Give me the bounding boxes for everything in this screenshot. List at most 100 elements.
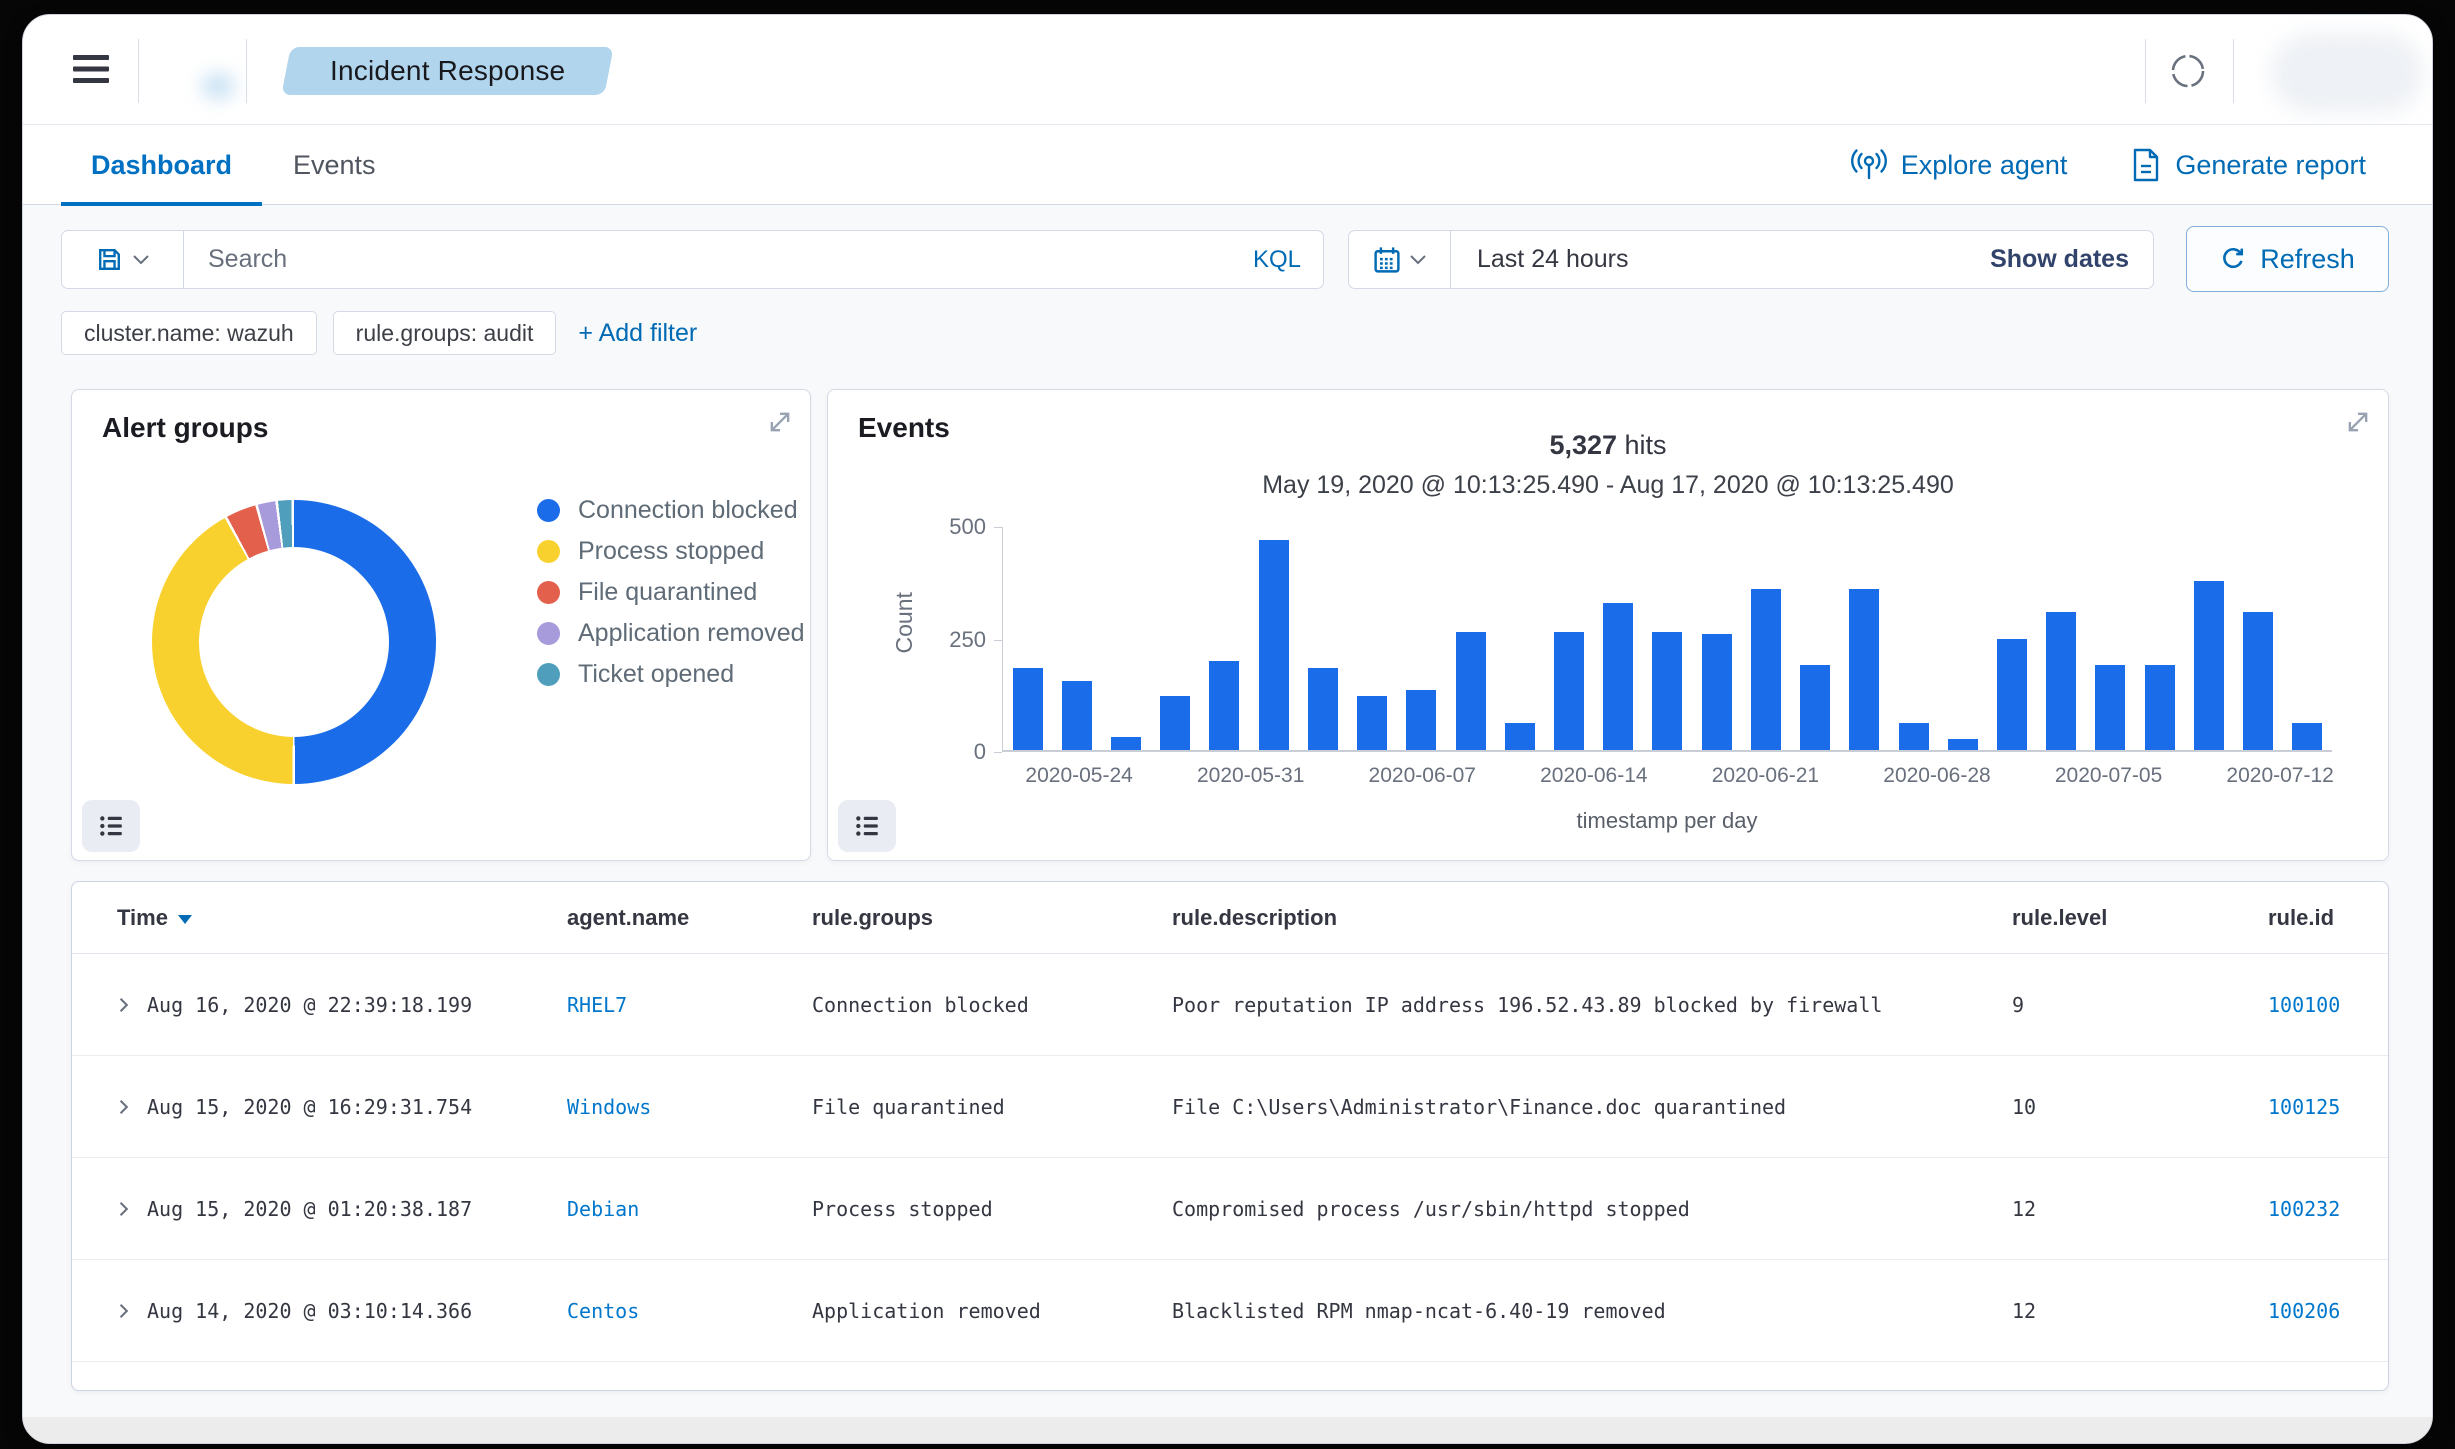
- top-bar: Incident Response: [23, 15, 2432, 125]
- bar-slot: [1495, 527, 1544, 750]
- alert-groups-donut-chart[interactable]: [152, 500, 436, 784]
- agent-name-link[interactable]: Centos: [567, 1298, 640, 1323]
- column-header-time[interactable]: Time: [117, 905, 567, 931]
- column-header-rule-id[interactable]: rule.id: [2268, 904, 2335, 930]
- expand-row-icon[interactable]: [117, 1303, 131, 1319]
- cell-rule-level: 12: [2012, 1196, 2037, 1221]
- explore-agent-button[interactable]: Explore agent: [1850, 148, 2067, 182]
- tab-bar: Dashboard Events Explore agent: [23, 125, 2432, 206]
- generate-report-button[interactable]: Generate report: [2131, 148, 2366, 182]
- bar[interactable]: [1504, 723, 1535, 750]
- add-filter-button[interactable]: + Add filter: [578, 318, 698, 347]
- bar[interactable]: [1160, 696, 1191, 750]
- cell-time: Aug 15, 2020 @ 16:29:31.754: [147, 1094, 473, 1119]
- legend-item[interactable]: Application removed: [537, 613, 805, 654]
- tab-events[interactable]: Events: [275, 125, 394, 205]
- bar[interactable]: [2243, 611, 2274, 750]
- x-axis-ticks: 2020-05-24 2020-05-31 2020-06-07 2020-06-14…: [1002, 764, 2333, 790]
- expand-row-icon[interactable]: [117, 1099, 131, 1115]
- agent-name-link[interactable]: Windows: [567, 1094, 652, 1119]
- bar[interactable]: [2144, 665, 2175, 750]
- bar[interactable]: [2193, 580, 2224, 750]
- rule-id-link[interactable]: 100232: [2268, 1196, 2341, 1221]
- bar[interactable]: [1357, 696, 1388, 750]
- bar[interactable]: [1701, 634, 1732, 750]
- breadcrumb-label: Incident Response: [330, 55, 566, 86]
- legend-color-dot: [537, 622, 560, 645]
- refresh-button[interactable]: Refresh: [2186, 226, 2389, 292]
- bar[interactable]: [1652, 631, 1683, 750]
- legend-item[interactable]: Ticket opened: [537, 654, 805, 695]
- donut-hole: [199, 547, 389, 737]
- bar[interactable]: [1898, 723, 1929, 750]
- bar-slot: [2086, 527, 2135, 750]
- bar[interactable]: [1455, 631, 1486, 750]
- cell-time: Aug 14, 2020 @ 03:10:14.366: [147, 1298, 473, 1323]
- agent-name-link[interactable]: RHEL7: [567, 992, 628, 1017]
- column-header-rule-level[interactable]: rule.level: [2012, 904, 2108, 930]
- user-avatar[interactable]: [2271, 33, 2423, 113]
- chart-legend: Connection blocked Process stopped File qu…: [537, 490, 805, 695]
- rule-id-link[interactable]: 100206: [2268, 1298, 2341, 1323]
- legend-toggle-button[interactable]: [82, 800, 140, 852]
- cell-rule-description: Poor reputation IP address 196.52.43.89 …: [1172, 992, 1883, 1017]
- x-tick-label: 2020-06-21: [1711, 764, 1820, 787]
- legend-item[interactable]: Connection blocked: [537, 490, 805, 531]
- panel-title: Alert groups: [102, 412, 269, 443]
- hits-count: 5,327: [1549, 430, 1618, 460]
- bar[interactable]: [1849, 589, 1880, 750]
- bar[interactable]: [1258, 540, 1289, 750]
- cell-rule-level: 10: [2012, 1094, 2037, 1119]
- bar[interactable]: [1307, 667, 1338, 750]
- bar[interactable]: [1209, 660, 1240, 750]
- breadcrumb[interactable]: Incident Response: [281, 47, 615, 95]
- legend-item[interactable]: Process stopped: [537, 531, 805, 572]
- filter-pill[interactable]: cluster.name: wazuh: [61, 311, 317, 355]
- legend-toggle-button[interactable]: [838, 800, 896, 852]
- date-range-value[interactable]: Last 24 hours: [1477, 245, 1629, 273]
- search-bar: KQL: [61, 230, 1324, 289]
- rule-id-link[interactable]: 100100: [2268, 992, 2341, 1017]
- bar[interactable]: [1750, 589, 1781, 750]
- filter-pill[interactable]: rule.groups: audit: [332, 311, 557, 355]
- expand-row-icon[interactable]: [117, 997, 131, 1013]
- bar[interactable]: [1800, 665, 1831, 750]
- bar[interactable]: [1603, 602, 1634, 750]
- hamburger-menu-icon[interactable]: [73, 53, 113, 87]
- bar[interactable]: [1012, 667, 1043, 750]
- legend-item[interactable]: File quarantined: [537, 572, 805, 613]
- bar[interactable]: [1947, 738, 1978, 750]
- bar[interactable]: [2046, 611, 2077, 750]
- bar[interactable]: [2292, 723, 2323, 750]
- bar-slot: [1544, 527, 1593, 750]
- bar[interactable]: [1061, 680, 1092, 750]
- bar[interactable]: [2095, 665, 2126, 750]
- bar[interactable]: [1996, 638, 2027, 750]
- table-row: Aug 14, 2020 @ 03:10:14.366 Centos Applica…: [72, 1260, 2388, 1362]
- expand-row-icon[interactable]: [117, 1201, 131, 1217]
- query-language-toggle[interactable]: KQL: [1252, 245, 1301, 273]
- show-dates-button[interactable]: Show dates: [1990, 245, 2129, 273]
- column-header-agent-name[interactable]: agent.name: [567, 904, 690, 930]
- expand-panel-icon[interactable]: [2344, 408, 2372, 436]
- quick-date-menu-button[interactable]: [1349, 231, 1451, 288]
- bar-slot: [1643, 527, 1692, 750]
- health-ring-icon[interactable]: [2165, 48, 2211, 94]
- topbar-divider: [138, 39, 139, 103]
- window-bottom-strip: [23, 1417, 2432, 1443]
- bar[interactable]: [1111, 736, 1142, 750]
- bar-slot: [1594, 527, 1643, 750]
- column-header-rule-groups[interactable]: rule.groups: [812, 904, 934, 930]
- search-input[interactable]: [184, 245, 1231, 274]
- tab-dashboard[interactable]: Dashboard: [61, 125, 263, 206]
- rule-id-link[interactable]: 100125: [2268, 1094, 2341, 1119]
- bar[interactable]: [1406, 689, 1437, 750]
- calendar-icon: [1373, 246, 1401, 274]
- agent-name-link[interactable]: Debian: [567, 1196, 640, 1221]
- bar[interactable]: [1554, 631, 1585, 750]
- column-header-rule-description[interactable]: rule.description: [1172, 904, 1338, 930]
- saved-queries-button[interactable]: [62, 231, 184, 288]
- expand-panel-icon[interactable]: [766, 408, 794, 436]
- bar-slot: [1889, 527, 1938, 750]
- hits-suffix: hits: [1617, 430, 1667, 460]
